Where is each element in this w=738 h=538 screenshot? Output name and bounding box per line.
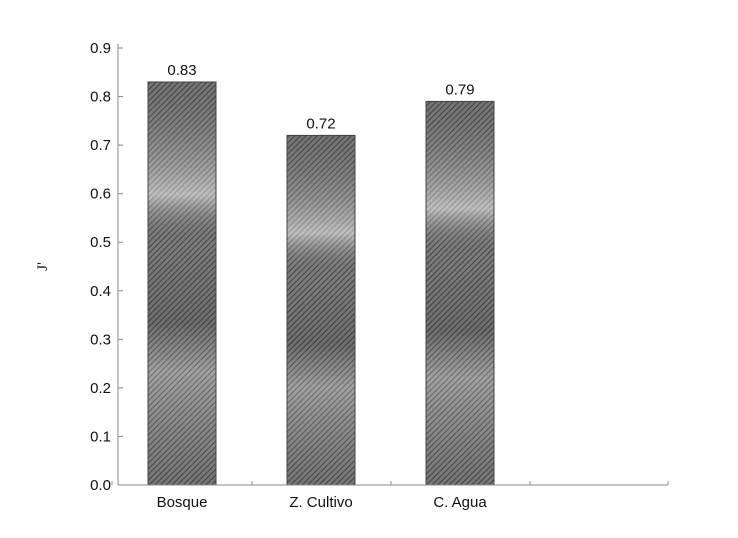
data-label: 0.72: [306, 115, 335, 132]
y-axis-title: J': [35, 262, 51, 271]
labels-layer: 0.83 0.72 0.79 0.0 0.1 0.2 0.3 0.4 0.5 0.6 0.7 0.8 0…: [90, 40, 487, 511]
x-tick-label: C. Agua: [433, 494, 487, 511]
data-label: 0.79: [445, 81, 474, 98]
y-tick-label: 0.3: [90, 331, 111, 348]
bar-shade: [287, 135, 355, 485]
bar: [286, 134, 356, 486]
y-tick-label: 0.2: [90, 380, 111, 397]
bar-shade: [148, 81, 216, 485]
y-tick-label: 0.1: [90, 428, 111, 445]
bar: [425, 100, 495, 486]
bar: [147, 81, 217, 486]
y-tick-label: 0.4: [90, 283, 111, 300]
axes-layer: [111, 44, 669, 486]
data-label: 0.83: [167, 62, 196, 79]
y-tick-label: 0.6: [90, 186, 111, 203]
bars-layer: [147, 81, 495, 486]
y-tick-label: 0.7: [90, 137, 111, 154]
y-tick-label: 0.5: [90, 234, 111, 251]
x-tick-label: Bosque: [157, 494, 208, 511]
y-tick-label: 0.9: [90, 40, 111, 57]
y-tick-label: 0.8: [90, 89, 111, 106]
bar-shade: [426, 101, 494, 486]
y-tick-label: 0.0: [90, 477, 111, 494]
x-tick-label: Z. Cultivo: [289, 494, 352, 511]
